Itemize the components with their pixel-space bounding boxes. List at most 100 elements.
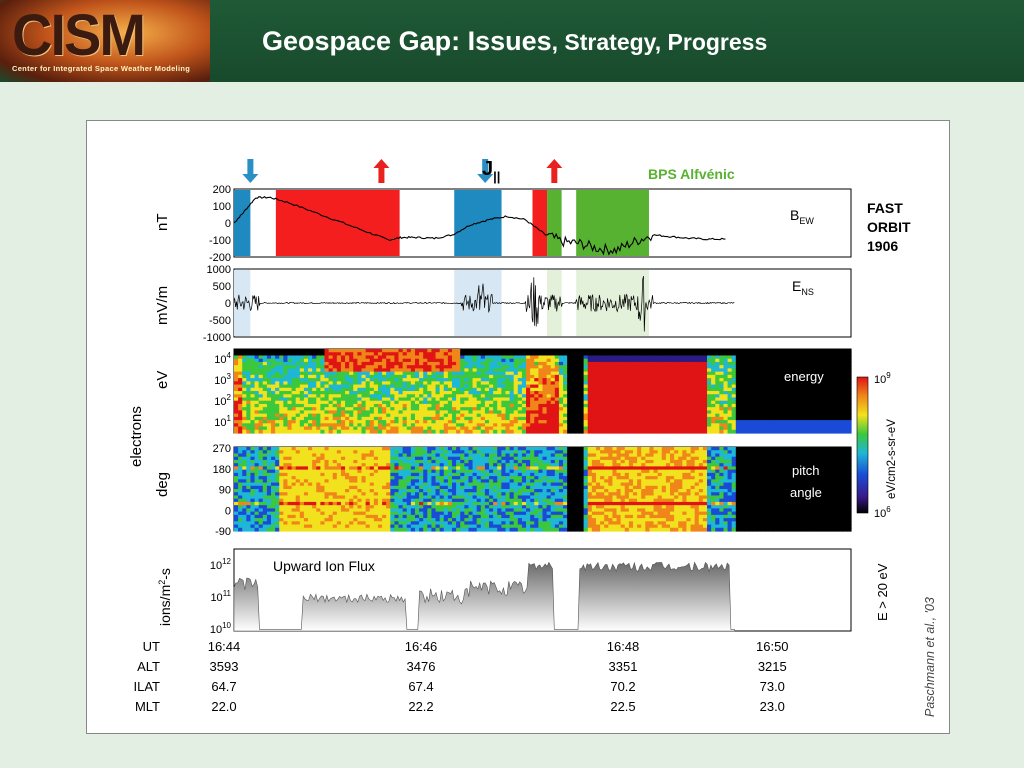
energy-spectrogram-cell [386, 387, 391, 392]
energy-spectrogram-cell [752, 410, 757, 415]
energy-spectrogram-cell [587, 387, 593, 392]
energy-spectrogram-cell [308, 410, 313, 415]
energy-spectrogram-cell [377, 407, 383, 411]
energy-spectrogram-cell [600, 349, 605, 353]
pitch-spectrogram-cell [357, 521, 363, 526]
energy-spectrogram-cell [291, 420, 297, 424]
energy-spectrogram-cell [670, 403, 675, 408]
energy-spectrogram-cell [591, 365, 597, 369]
energy-spectrogram-cell [262, 420, 268, 424]
pitch-spectrogram-cell [266, 498, 272, 503]
pitch-spectrogram-cell [357, 498, 363, 503]
energy-spectrogram-cell [316, 361, 321, 366]
pitch-spectrogram-cell [316, 521, 321, 526]
energy-spectrogram-cell [472, 378, 478, 382]
energy-spectrogram-cell [283, 394, 289, 399]
energy-spectrogram-cell [238, 400, 243, 405]
energy-spectrogram-cell [546, 407, 552, 411]
pitch-spectrogram-cell [295, 495, 301, 500]
energy-spectrogram-cell [353, 400, 358, 405]
energy-spectrogram-cell [632, 371, 638, 376]
energy-spectrogram-cell [645, 429, 651, 434]
energy-spectrogram-cell [756, 358, 762, 363]
energy-spectrogram-cell [748, 358, 753, 363]
pitch-spectrogram-cell [324, 447, 330, 451]
pitch-spectrogram-cell [394, 498, 400, 503]
energy-spectrogram-cell [435, 429, 441, 434]
energy-spectrogram-cell [439, 374, 445, 379]
energy-spectrogram-cell [653, 400, 659, 405]
energy-spectrogram-cell [776, 420, 782, 424]
energy-spectrogram-cell [336, 407, 342, 411]
energy-spectrogram-cell [365, 352, 371, 357]
pitch-spectrogram-cell [336, 447, 342, 451]
energy-spectrogram-cell [283, 429, 289, 434]
energy-spectrogram-cell [443, 400, 449, 405]
energy-spectrogram-cell [246, 403, 252, 408]
energy-spectrogram-cell [657, 352, 663, 357]
pitch-spectrogram-cell [377, 495, 383, 500]
energy-spectrogram-cell [546, 381, 552, 386]
energy-spectrogram-cell [431, 416, 437, 421]
energy-spectrogram-cell [665, 416, 671, 421]
energy-spectrogram-cell [735, 407, 741, 411]
energy-spectrogram-cell [595, 416, 601, 421]
pitch-spectrogram-cell [279, 518, 284, 522]
pitch-spectrogram-cell [246, 482, 252, 487]
energy-spectrogram-cell [579, 416, 585, 421]
energy-spectrogram-cell [517, 413, 523, 418]
energy-spectrogram-cell [242, 361, 247, 366]
energy-spectrogram-cell [439, 429, 445, 434]
energy-spectrogram-cell [345, 407, 350, 411]
energy-spectrogram-cell [768, 378, 774, 382]
energy-spectrogram-cell [340, 426, 346, 431]
energy-spectrogram-cell [493, 391, 498, 395]
energy-spectrogram-cell [423, 400, 428, 405]
energy-spectrogram-cell [283, 426, 289, 431]
energy-spectrogram-cell [287, 423, 293, 428]
energy-spectrogram-cell [620, 365, 626, 369]
pitch-spectrogram-cell [332, 459, 338, 464]
energy-spectrogram-cell [818, 413, 823, 418]
energy-spectrogram-cell [345, 384, 350, 389]
energy-spectrogram-cell [336, 352, 342, 357]
energy-spectrogram-cell [234, 391, 239, 395]
energy-spectrogram-cell [579, 391, 585, 395]
pitch-spectrogram-cell [262, 466, 268, 471]
energy-spectrogram-cell [608, 407, 614, 411]
energy-spectrogram-cell [616, 391, 622, 395]
energy-spectrogram-cell [674, 352, 679, 357]
energy-spectrogram-cell [398, 384, 404, 389]
energy-spectrogram-cell [489, 394, 494, 399]
energy-spectrogram-cell [332, 429, 338, 434]
pitch-spectrogram-cell [336, 466, 342, 471]
energy-spectrogram-cell [550, 371, 556, 376]
energy-spectrogram-cell [361, 391, 367, 395]
pitch-spectrogram-cell [279, 508, 284, 513]
energy-spectrogram-cell [756, 384, 762, 389]
pitch-spectrogram-cell [312, 463, 317, 467]
energy-spectrogram-cell [353, 420, 358, 424]
energy-spectrogram-cell [789, 397, 795, 402]
energy-spectrogram-cell [818, 361, 823, 366]
energy-spectrogram-cell [678, 381, 683, 386]
energy-spectrogram-cell [616, 384, 622, 389]
energy-spectrogram-cell [299, 416, 305, 421]
energy-spectrogram-cell [521, 355, 527, 360]
energy-spectrogram-cell [604, 371, 609, 376]
energy-spectrogram-cell [365, 403, 371, 408]
energy-spectrogram-cell [480, 426, 486, 431]
energy-spectrogram-cell [752, 391, 757, 395]
energy-spectrogram-cell [785, 394, 790, 399]
pitch-spectrogram-cell [328, 527, 334, 532]
pitch-spectrogram-cell [324, 518, 330, 522]
energy-spectrogram-cell [595, 378, 601, 382]
energy-spectrogram-cell [772, 361, 778, 366]
energy-spectrogram-cell [509, 387, 515, 392]
energy-spectrogram-cell [554, 394, 560, 399]
pitch-spectrogram-cell [373, 495, 379, 500]
pitch-spectrogram-cell [295, 463, 301, 467]
energy-spectrogram-cell [493, 365, 498, 369]
energy-spectrogram-cell [760, 397, 766, 402]
energy-spectrogram-cell [550, 384, 556, 389]
